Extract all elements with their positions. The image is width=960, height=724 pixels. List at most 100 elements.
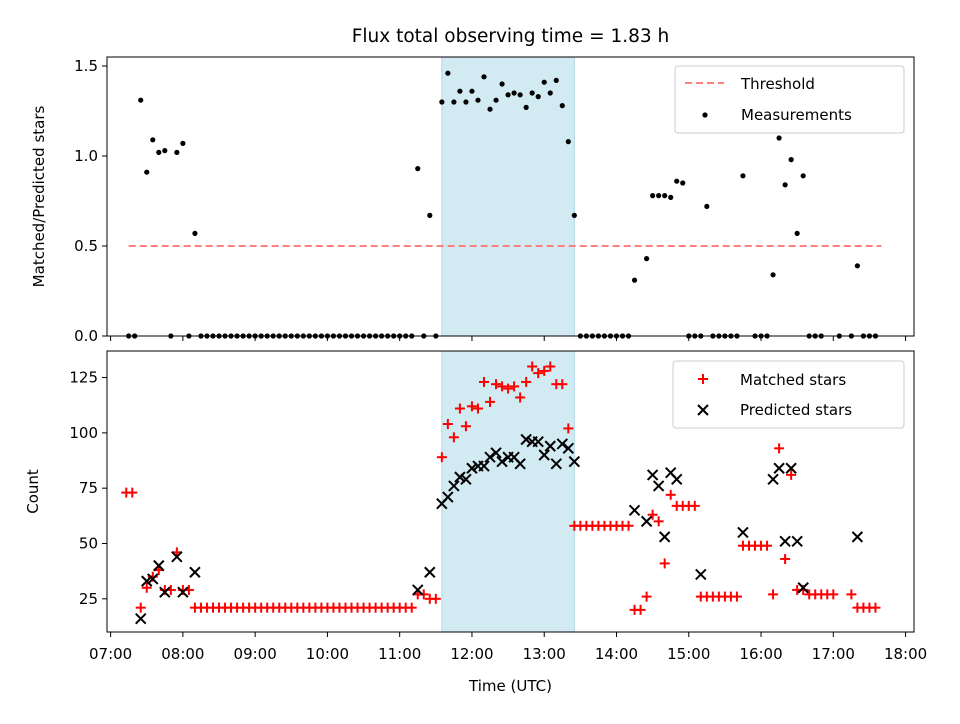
x-stroke-b	[785, 462, 797, 474]
matched-star-point	[780, 553, 791, 564]
measurement-point	[529, 90, 535, 96]
x-stroke-b	[550, 458, 562, 470]
matched-star-point	[539, 365, 550, 376]
matched-star-point	[442, 419, 453, 430]
bottom-y-tick-label: 100	[69, 424, 98, 442]
measurement-point	[180, 140, 186, 146]
x-stroke-b	[508, 451, 520, 463]
x-tick-label: 14:00	[595, 645, 638, 663]
x-stroke-b	[448, 480, 460, 492]
x-stroke-b	[640, 515, 653, 528]
measurement-point	[662, 193, 668, 199]
predicted-star-point	[478, 460, 490, 472]
measurement-point	[463, 99, 469, 105]
top-y-axis-label: Matched/Predicted stars	[30, 106, 48, 288]
legend-measurements-label: Measurements	[741, 106, 852, 124]
measurement-point	[631, 277, 638, 283]
matched-star-point	[689, 500, 700, 511]
x-stroke-b	[514, 458, 526, 470]
bottom-axes-frame	[106, 350, 915, 633]
x-stroke-b	[177, 586, 189, 598]
x-tick-label: 16:00	[739, 645, 782, 663]
legend-matched-swatch	[698, 374, 708, 384]
x-stroke-b	[697, 404, 709, 416]
matched-star-point	[515, 392, 526, 403]
x-stroke-b	[568, 455, 581, 468]
x-stroke-b	[851, 531, 864, 543]
x-stroke-b	[189, 566, 201, 578]
predicted-star-point	[189, 566, 201, 578]
predicted-star-point	[532, 436, 544, 448]
measurement-point	[794, 230, 800, 236]
x-stroke-b	[797, 582, 809, 594]
measurement-point	[451, 99, 457, 105]
predicted-star-point	[514, 458, 526, 470]
measurement-point	[788, 157, 794, 163]
x-tick-label: 10:00	[306, 645, 349, 663]
x-stroke-b	[147, 573, 159, 585]
bottom-marks	[121, 361, 881, 625]
predicted-star-point	[159, 586, 171, 598]
x-stroke-b	[478, 460, 490, 472]
measurement-point	[493, 97, 499, 103]
predicted-star-point	[544, 440, 556, 452]
x-tick-label: 09:00	[234, 645, 277, 663]
measurement-point	[782, 182, 788, 188]
measurement-point	[439, 99, 445, 105]
predicted-star-point	[773, 462, 785, 474]
measurement-point	[150, 137, 156, 143]
matched-star-point	[665, 489, 676, 500]
top-y-tick-label: 1.5	[74, 57, 98, 75]
legend-x-marker	[697, 404, 709, 416]
x-stroke-b	[496, 455, 508, 468]
matched-star-point	[521, 376, 532, 387]
measurement-point	[445, 70, 451, 76]
predicted-star-point	[767, 473, 779, 486]
measurement-point	[674, 178, 680, 184]
measurement-point	[415, 166, 421, 172]
bottom-y-tick-label: 75	[79, 479, 98, 497]
measurement-point	[559, 103, 565, 109]
predicted-star-point	[490, 447, 502, 459]
bottom-axes: 25 50 75 100 125 07:00 08:00 09:00 10:00 11:00 12:…	[69, 369, 927, 663]
x-tick-label: 07:00	[89, 645, 132, 663]
top-legend: Threshold Measurements	[674, 65, 905, 134]
x-stroke-b	[442, 491, 454, 503]
bottom-y-axis-label: Count	[24, 469, 42, 514]
predicted-star-point	[171, 551, 183, 563]
predicted-star-point	[141, 575, 153, 587]
x-stroke-b	[646, 469, 659, 481]
x-stroke-b	[171, 551, 183, 563]
predicted-star-point	[562, 442, 575, 455]
matched-star-point	[497, 381, 508, 392]
matched-star-point	[828, 589, 839, 600]
measurement-point	[427, 212, 433, 218]
predicted-star-point	[640, 515, 653, 528]
x-stroke-b	[671, 473, 683, 486]
measurement-point	[854, 263, 860, 269]
matched-star-point	[731, 591, 742, 602]
x-tick-label: 15:00	[667, 645, 710, 663]
x-stroke-b	[412, 584, 424, 596]
predicted-star-point	[568, 455, 581, 468]
matched-star-point	[448, 432, 459, 443]
x-stroke-b	[767, 473, 779, 486]
matched-star-point	[460, 421, 471, 432]
matched-star-point	[479, 376, 490, 387]
legend-threshold-label: Threshold	[740, 75, 815, 93]
matched-star-point	[635, 604, 646, 615]
x-axis-label: Time (UTC)	[468, 677, 552, 695]
predicted-star-point	[646, 469, 659, 481]
legend-matched-label: Matched stars	[740, 371, 846, 389]
bottom-y-tick-label: 50	[79, 534, 98, 552]
bottom-y-tick-label: 25	[79, 590, 98, 608]
matched-star-point	[454, 403, 465, 414]
predicted-star-point	[658, 531, 671, 543]
top-legend-box	[674, 65, 905, 134]
measurement-point	[192, 230, 198, 236]
measurement-point	[571, 212, 577, 218]
x-stroke-b	[520, 433, 532, 446]
x-stroke-b	[695, 568, 707, 581]
matched-star-point	[762, 540, 773, 551]
